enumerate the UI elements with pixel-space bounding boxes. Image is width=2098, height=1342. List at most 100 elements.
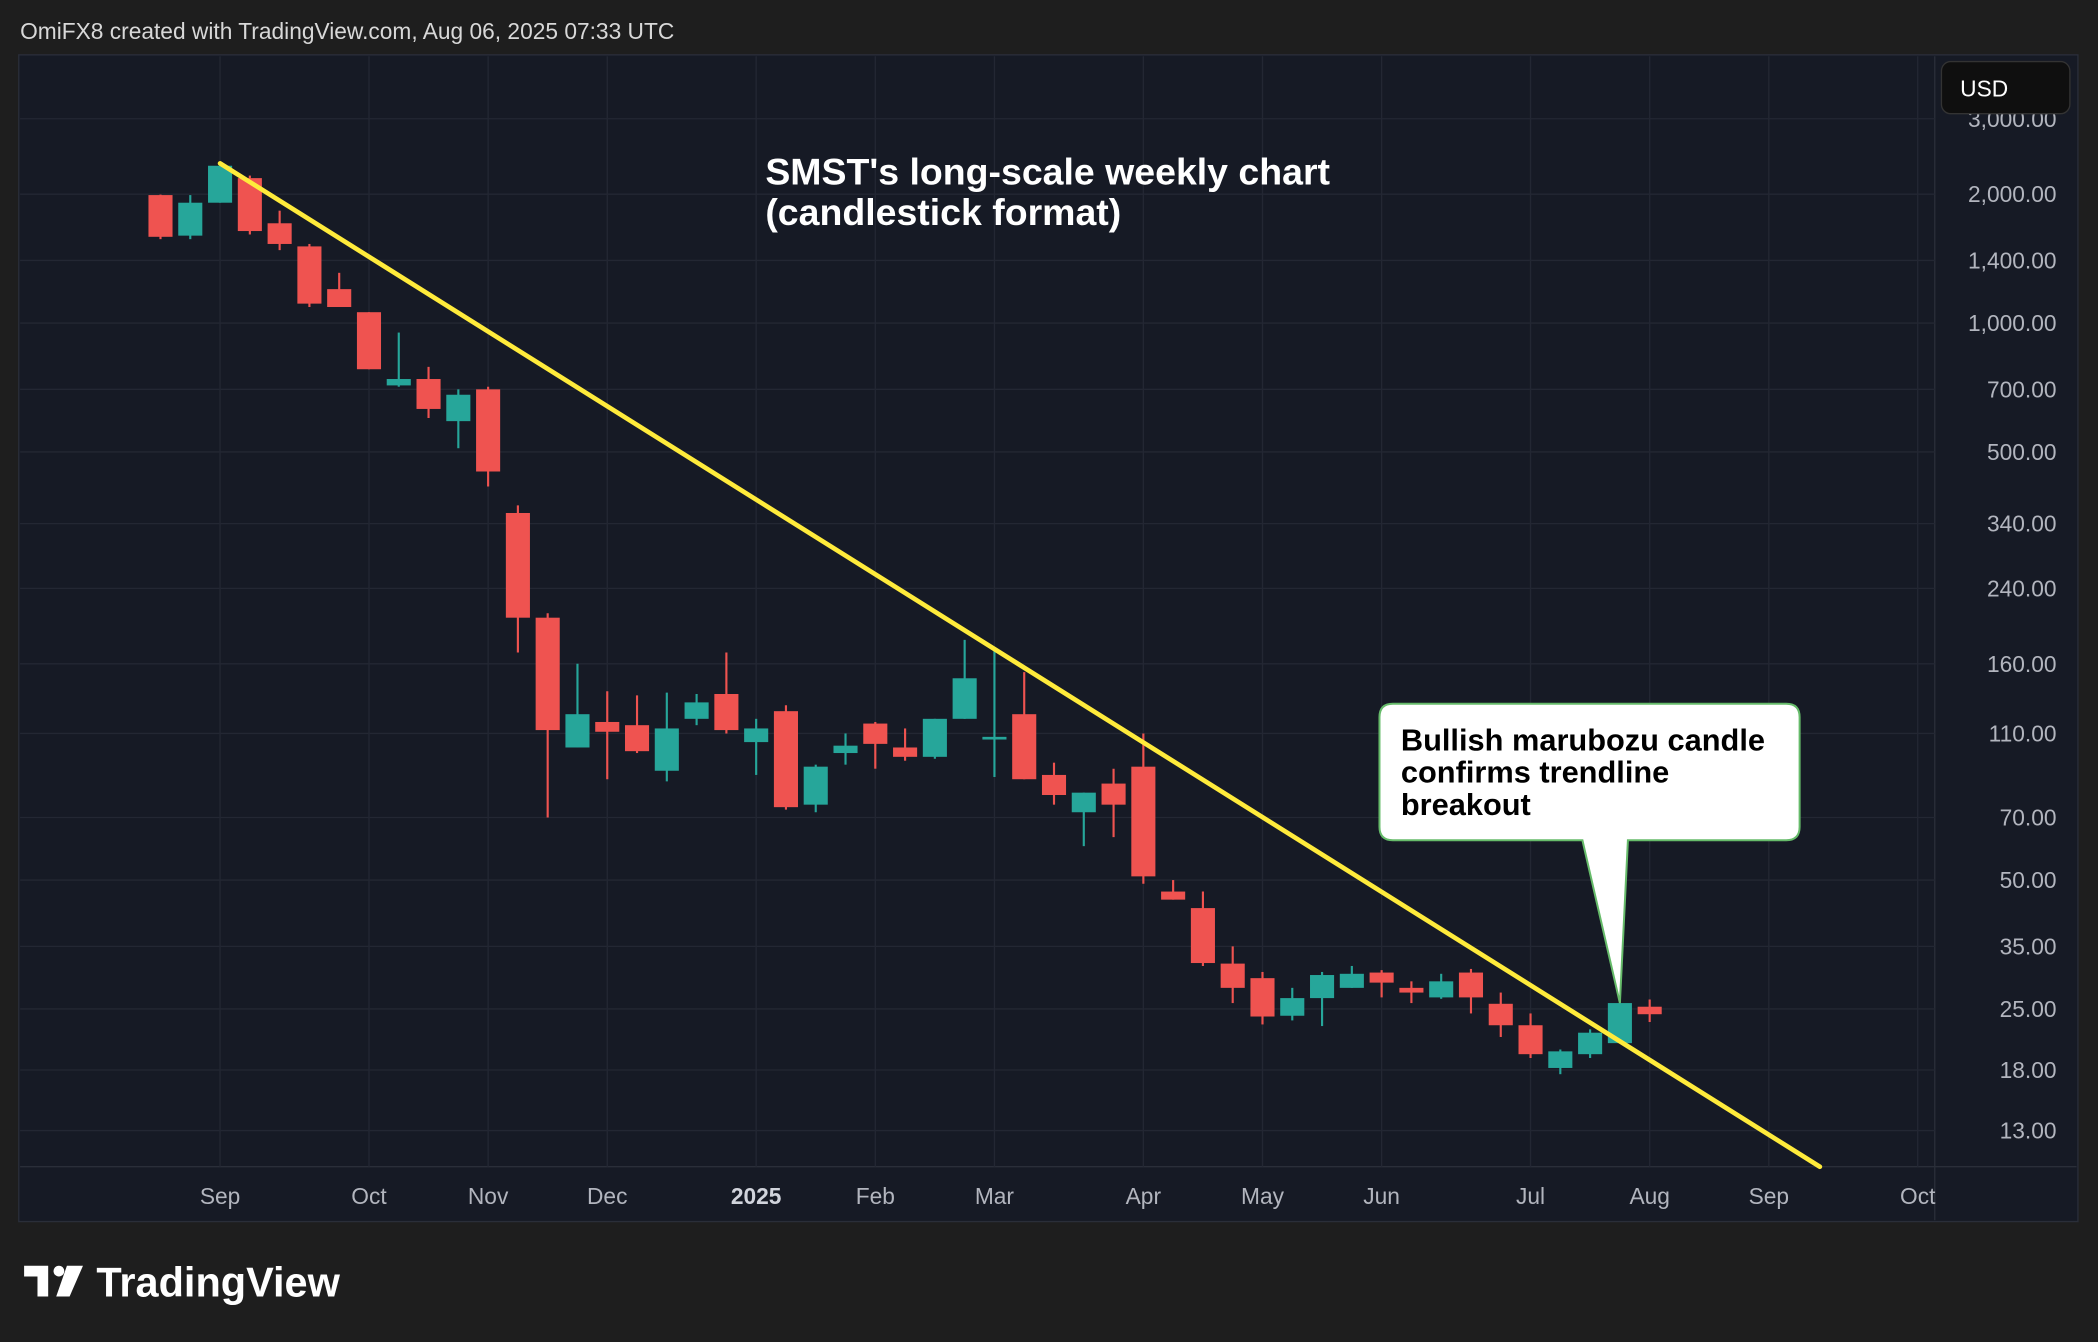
- candle[interactable]: [208, 163, 233, 203]
- candle[interactable]: [1131, 733, 1156, 884]
- price-tick-label: 18.00: [2000, 1057, 2057, 1083]
- candle[interactable]: [982, 647, 1007, 778]
- candle[interactable]: [386, 332, 411, 387]
- candle[interactable]: [535, 613, 560, 818]
- callout-line-2: confirms trendline: [1401, 755, 1669, 790]
- candle[interactable]: [922, 718, 947, 759]
- chart-title: SMST's long-scale weekly chart: [765, 151, 1330, 193]
- candle-body: [1339, 973, 1364, 988]
- currency-button[interactable]: USD: [1940, 60, 2071, 115]
- candle-body: [952, 678, 977, 719]
- candle[interactable]: [773, 705, 798, 810]
- candle-body: [1518, 1025, 1543, 1055]
- candle-body: [922, 718, 947, 757]
- candle[interactable]: [1518, 1013, 1543, 1059]
- chart-frame: [18, 54, 2079, 1223]
- candle[interactable]: [416, 366, 441, 419]
- time-tick-label: 2025: [731, 1183, 782, 1209]
- candle[interactable]: [1071, 792, 1096, 847]
- candle-body: [1578, 1032, 1603, 1055]
- candles: [148, 163, 1662, 1075]
- price-tick-label: 110.00: [1989, 720, 2057, 746]
- time-tick-label: Sep: [200, 1183, 240, 1209]
- candle[interactable]: [148, 194, 173, 240]
- tradingview-logo-text: TradingView: [96, 1259, 340, 1306]
- candle-body: [744, 728, 769, 743]
- tradingview-logo[interactable]: TradingView: [24, 1259, 341, 1306]
- candle[interactable]: [1310, 971, 1335, 1027]
- candle[interactable]: [1280, 987, 1305, 1021]
- candle[interactable]: [1041, 762, 1067, 805]
- candle[interactable]: [356, 312, 382, 370]
- tradingview-logo-icon: [24, 1265, 83, 1297]
- candle[interactable]: [1458, 968, 1484, 1014]
- candle-body: [1161, 891, 1186, 900]
- candle[interactable]: [654, 692, 679, 782]
- candle-body: [1637, 1006, 1662, 1015]
- candle[interactable]: [565, 663, 590, 748]
- time-tick-label: Jun: [1363, 1183, 1400, 1209]
- candle[interactable]: [952, 639, 977, 719]
- candle[interactable]: [327, 272, 352, 308]
- currency-button-bg[interactable]: [1940, 60, 2071, 115]
- candle[interactable]: [1161, 880, 1186, 900]
- candle-body: [803, 766, 828, 805]
- candle[interactable]: [1637, 999, 1662, 1023]
- annotation-callout[interactable]: Bullish marubozu candle confirms trendli…: [1378, 702, 1801, 1004]
- candle[interactable]: [624, 695, 650, 754]
- candle-body: [1250, 978, 1275, 1017]
- candle[interactable]: [893, 728, 918, 761]
- candle[interactable]: [178, 195, 203, 240]
- candle[interactable]: [833, 733, 858, 765]
- candle-body: [1131, 766, 1156, 877]
- candle[interactable]: [684, 693, 709, 726]
- candle[interactable]: [595, 691, 620, 780]
- candle[interactable]: [1578, 1029, 1603, 1059]
- candle-body: [863, 723, 888, 744]
- candle[interactable]: [803, 764, 828, 813]
- trendline[interactable]: [217, 161, 1823, 1170]
- candle[interactable]: [267, 210, 292, 251]
- candle-body: [267, 223, 292, 244]
- candle[interactable]: [1548, 1049, 1573, 1075]
- candle[interactable]: [863, 721, 888, 769]
- candle-body: [1101, 783, 1126, 805]
- candle-body: [446, 394, 471, 422]
- candle[interactable]: [446, 389, 471, 449]
- candle[interactable]: [1250, 971, 1275, 1025]
- candle[interactable]: [1012, 672, 1037, 780]
- candle[interactable]: [1220, 946, 1245, 1004]
- candle[interactable]: [714, 652, 739, 734]
- candle[interactable]: [1488, 992, 1513, 1037]
- candle[interactable]: [505, 505, 530, 653]
- candle[interactable]: [1369, 970, 1394, 998]
- currency-button-label[interactable]: USD: [1960, 75, 2008, 101]
- grid: [20, 56, 1935, 1167]
- callout-bubble: [1378, 702, 1801, 1004]
- candle-body: [356, 312, 382, 370]
- candle[interactable]: [1339, 965, 1364, 988]
- candle[interactable]: [476, 386, 501, 487]
- candle-body: [684, 702, 709, 719]
- candle[interactable]: [1399, 981, 1424, 1004]
- attribution-text: OmiFX8 created with TradingView.com, Aug…: [20, 18, 674, 44]
- price-tick-label: 240.00: [1987, 575, 2057, 601]
- candle-body: [1458, 972, 1484, 998]
- candle-body: [1041, 774, 1067, 795]
- candle-body: [297, 246, 322, 304]
- candle[interactable]: [1101, 768, 1126, 838]
- candle[interactable]: [1429, 973, 1454, 999]
- candle-body: [386, 379, 411, 386]
- candle-body: [1071, 792, 1096, 813]
- price-axis-labels: 3,000.002,000.001,400.001,000.00700.0050…: [1968, 106, 2056, 1144]
- candle-body: [208, 165, 233, 203]
- candle[interactable]: [1190, 891, 1215, 966]
- candle-body: [1310, 975, 1335, 999]
- candle-body: [148, 195, 173, 237]
- candle[interactable]: [744, 718, 769, 775]
- candle-body: [535, 617, 560, 731]
- price-tick-label: 160.00: [1987, 651, 2057, 677]
- candle[interactable]: [297, 243, 322, 308]
- price-axis[interactable]: [1934, 56, 2077, 1167]
